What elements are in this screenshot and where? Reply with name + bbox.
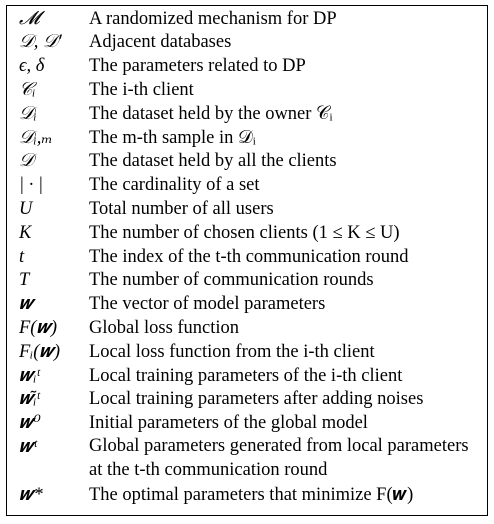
notation-symbol: | · | (19, 175, 44, 196)
notation-row: 𝒞ᵢ The i-th client (7, 78, 487, 102)
notation-symbol: 𝒘* (19, 484, 43, 505)
notation-row: K The number of chosen clients (1 ≤ K ≤ … (7, 221, 487, 245)
notation-description: A randomized mechanism for DP (89, 8, 337, 29)
notation-symbol: T (19, 270, 30, 291)
notation-description: Total number of all users (89, 199, 274, 220)
notation-symbol: t (19, 246, 25, 267)
notation-description: Adjacent databases (89, 32, 232, 53)
notation-row: | · | The cardinality of a set (7, 174, 487, 198)
notation-row: 𝒟, 𝒟′ Adjacent databases (7, 31, 487, 55)
notation-symbol: 𝒟ᵢ,ₘ (19, 127, 53, 148)
notation-symbol: F(𝒘) (19, 318, 58, 338)
notation-description: The m-th sample in 𝒟ᵢ (89, 127, 256, 148)
notation-row: 𝒘 The vector of model parameters (7, 293, 487, 317)
notation-row: Fᵢ(𝒘) Local loss function from the i-th … (7, 340, 487, 364)
notation-symbol: 𝒞ᵢ (19, 80, 36, 101)
notation-row: 𝒘ᵗ Global parameters generated from loca… (7, 435, 487, 483)
notation-table: 𝓜 A randomized mechanism for DP 𝒟, 𝒟′ Ad… (6, 5, 488, 516)
notation-row: 𝒘̃ᵢᵗ Local training parameters after add… (7, 388, 487, 412)
notation-description: Local training parameters of the i-th cl… (89, 365, 403, 386)
notation-description: Initial parameters of the global model (89, 413, 368, 434)
notation-description: The dataset held by the owner 𝒞ᵢ (89, 103, 333, 124)
notation-symbol: 𝒟ᵢ (19, 103, 37, 124)
notation-description: The parameters related to DP (89, 56, 306, 77)
notation-row: t The index of the t-th communication ro… (7, 245, 487, 269)
notation-symbol: Fᵢ(𝒘) (19, 341, 60, 362)
notation-description: Global parameters generated from local p… (89, 436, 469, 481)
notation-symbol: 𝓜 (19, 8, 40, 29)
notation-description: The number of chosen clients (1 ≤ K ≤ U) (89, 222, 400, 243)
notation-symbol: U (19, 199, 33, 220)
notation-symbol: K (19, 222, 32, 243)
notation-row: T The number of communication rounds (7, 269, 487, 293)
notation-row: 𝒘ᵢᵗ Local training parameters of the i-t… (7, 364, 487, 388)
notation-row: 𝒟 The dataset held by all the clients (7, 150, 487, 174)
notation-symbol: 𝒟, 𝒟′ (19, 32, 62, 53)
notation-row: 𝓜 A randomized mechanism for DP (7, 7, 487, 31)
notation-symbol: ϵ, δ (19, 56, 45, 77)
notation-row: U Total number of all users (7, 197, 487, 221)
notation-row: 𝒘* The optimal parameters that minimize … (7, 483, 487, 507)
notation-symbol: 𝒘ᵢᵗ (19, 365, 40, 386)
notation-row: ϵ, δ The parameters related to DP (7, 55, 487, 79)
notation-row: F(𝒘) Global loss function (7, 316, 487, 340)
notation-description: The number of communication rounds (89, 270, 374, 291)
notation-symbol: 𝒘̃ᵢᵗ (19, 389, 40, 410)
notation-row: 𝒘⁰ Initial parameters of the global mode… (7, 412, 487, 436)
notation-description: Local training parameters after adding n… (89, 389, 424, 410)
notation-description: Global loss function (89, 318, 240, 338)
notation-symbol: 𝒟 (19, 151, 34, 172)
notation-symbol: 𝒘⁰ (19, 413, 41, 434)
notation-symbol: 𝒘 (19, 294, 34, 315)
notation-description: The index of the t-th communication roun… (89, 246, 409, 267)
notation-symbol: 𝒘ᵗ (19, 437, 37, 458)
notation-row: 𝒟ᵢ,ₘ The m-th sample in 𝒟ᵢ (7, 126, 487, 150)
notation-description: The vector of model parameters (89, 294, 326, 315)
notation-description: The dataset held by all the clients (89, 151, 337, 172)
notation-rows: 𝓜 A randomized mechanism for DP 𝒟, 𝒟′ Ad… (7, 7, 487, 507)
notation-description: The cardinality of a set (89, 175, 260, 196)
notation-description: Local loss function from the i-th client (89, 341, 375, 362)
notation-row: 𝒟ᵢ The dataset held by the owner 𝒞ᵢ (7, 102, 487, 126)
notation-description: The optimal parameters that minimize F(𝒘… (89, 484, 414, 505)
notation-description: The i-th client (89, 80, 194, 101)
